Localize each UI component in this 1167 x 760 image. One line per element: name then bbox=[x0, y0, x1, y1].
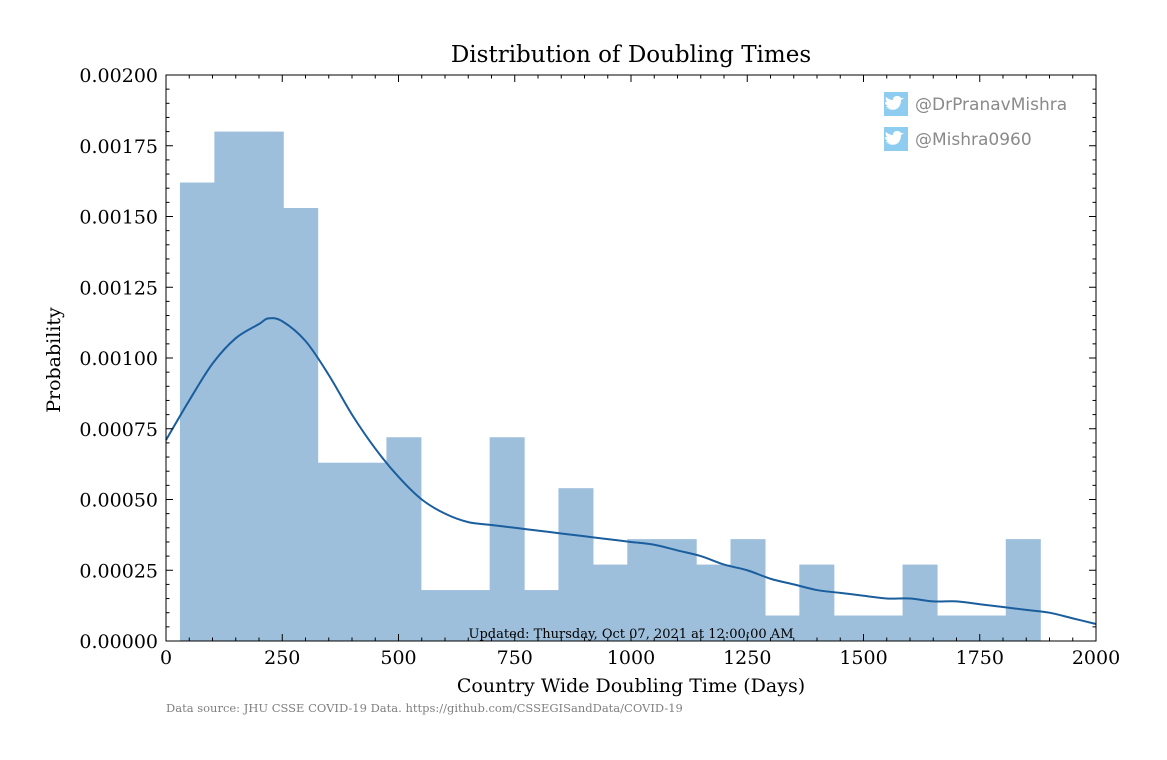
histogram-bar bbox=[1005, 539, 1041, 641]
histogram-bar bbox=[489, 437, 525, 641]
histogram-bar bbox=[971, 615, 1007, 641]
y-tick-label: 0.00025 bbox=[79, 560, 158, 582]
histogram-bar bbox=[799, 564, 835, 641]
histogram-bar bbox=[248, 131, 284, 641]
y-tick-label: 0.00125 bbox=[79, 277, 158, 299]
y-tick-label: 0.00175 bbox=[79, 136, 158, 158]
y-tick-label: 0.00100 bbox=[79, 348, 158, 370]
y-tick-label: 0.00075 bbox=[79, 419, 158, 441]
handle-item: @Mishra0960 bbox=[884, 127, 1032, 151]
histogram-bar bbox=[558, 488, 594, 641]
histogram-bar bbox=[730, 539, 766, 641]
histogram-bar bbox=[455, 590, 491, 641]
y-tick-label: 0.00200 bbox=[79, 65, 158, 87]
axis-ticks bbox=[165, 74, 1097, 642]
x-tick-label: 750 bbox=[497, 647, 533, 669]
histogram-bar bbox=[179, 182, 215, 642]
data-source-note: Data source: JHU CSSE COVID-19 Data. htt… bbox=[166, 701, 683, 715]
histogram-bar bbox=[352, 462, 388, 641]
y-tick-label: 0.00050 bbox=[79, 490, 158, 512]
twitter-icon bbox=[884, 127, 908, 151]
histogram-bar bbox=[868, 615, 904, 641]
kde-line bbox=[165, 317, 1097, 625]
chart-title: Distribution of Doubling Times bbox=[451, 42, 811, 68]
histogram-bar bbox=[283, 208, 319, 641]
twitter-icon bbox=[884, 92, 908, 116]
x-tick-label: 1000 bbox=[607, 647, 655, 669]
x-tick-labels: 0 250 500 750 1000 1250 1500 1750 2000 bbox=[160, 647, 1120, 669]
handle-item: @DrPranavMishra bbox=[884, 92, 1067, 116]
x-tick-label: 2000 bbox=[1072, 647, 1120, 669]
x-tick-label: 0 bbox=[160, 647, 172, 669]
histogram-bar bbox=[592, 564, 628, 641]
y-tick-label: 0.00000 bbox=[79, 631, 158, 653]
histogram-bar bbox=[214, 131, 250, 641]
histogram-bar bbox=[627, 539, 663, 641]
handle-text: @Mishra0960 bbox=[915, 130, 1032, 150]
x-tick-label: 1500 bbox=[839, 647, 887, 669]
y-tick-labels: 0.00000 0.00025 0.00050 0.00075 0.00100 0.001… bbox=[79, 65, 158, 653]
histogram-bar bbox=[902, 564, 938, 641]
x-tick-label: 250 bbox=[264, 647, 300, 669]
x-tick-label: 1250 bbox=[723, 647, 771, 669]
updated-annotation: Updated: Thursday, Oct 07, 2021 at 12:00… bbox=[469, 627, 794, 642]
histogram-bar bbox=[833, 615, 869, 641]
histogram-bar bbox=[936, 615, 972, 641]
x-tick-label: 1750 bbox=[956, 647, 1004, 669]
social-handles: @DrPranavMishra @Mishra0960 bbox=[884, 92, 1067, 151]
histogram-bar bbox=[661, 539, 697, 641]
histogram-bar bbox=[764, 615, 800, 641]
x-tick-label: 500 bbox=[380, 647, 416, 669]
x-axis-label: Country Wide Doubling Time (Days) bbox=[457, 675, 805, 697]
histogram-bars bbox=[179, 131, 1041, 642]
histogram-bar bbox=[524, 590, 560, 641]
handle-text: @DrPranavMishra bbox=[915, 95, 1067, 115]
y-axis-label: Probability bbox=[43, 307, 65, 413]
histogram-bar bbox=[317, 462, 353, 641]
histogram-bar bbox=[696, 564, 732, 641]
histogram-bar bbox=[420, 590, 456, 641]
y-tick-label: 0.00150 bbox=[79, 207, 158, 229]
